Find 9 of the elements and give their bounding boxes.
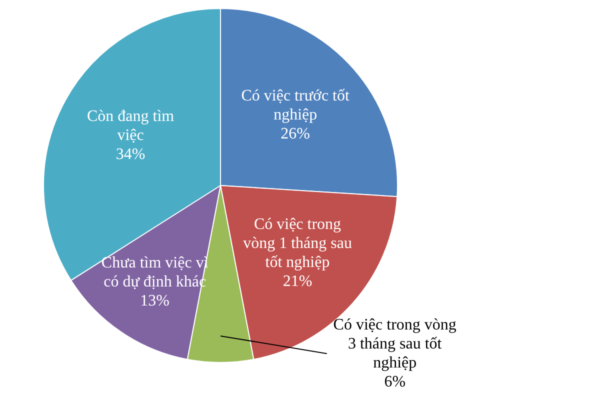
data-label: 6% xyxy=(384,373,406,390)
slice-label: Có việc trong vòng 3 tháng sau tốt nghiệp xyxy=(333,316,456,372)
data-label: 26% xyxy=(280,125,310,142)
slice-label: Có việc trước tốt nghiệp xyxy=(241,87,350,124)
slice-label: Có việc trong vòng 1 tháng sau tốt nghiệp xyxy=(243,216,352,272)
slice-label: Còn đang tìm việc xyxy=(86,108,175,144)
data-label: 34% xyxy=(116,146,146,164)
data-label: 21% xyxy=(282,273,312,290)
data-label: 13% xyxy=(140,292,170,310)
